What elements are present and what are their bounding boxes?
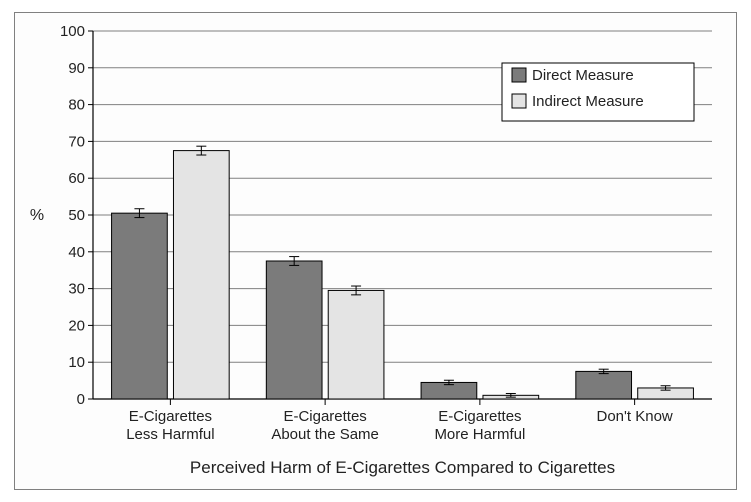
y-tick-label: 50 [68, 207, 85, 224]
bar [112, 213, 168, 399]
x-axis-label: Perceived Harm of E-Cigarettes Compared … [190, 458, 615, 477]
bar [576, 371, 632, 399]
bar [173, 151, 229, 399]
bar [266, 261, 322, 399]
y-tick-label: 90 [68, 60, 85, 77]
legend-label: Indirect Measure [532, 93, 644, 110]
y-tick-label: 100 [60, 23, 85, 40]
chart-frame: 0 10 20 30 40 50 60 70 80 90 100 E-CigarettesLess H… [14, 12, 737, 490]
y-tick-label: 60 [68, 170, 85, 187]
x-tick-label: E-CigarettesLess Harmful [126, 408, 214, 443]
chart-container: 0 10 20 30 40 50 60 70 80 90 100 E-CigarettesLess H… [0, 0, 751, 502]
y-tick-label: 20 [68, 317, 85, 334]
y-tick-label: 0 [77, 391, 85, 408]
y-tick-label: 70 [68, 133, 85, 150]
bar [328, 290, 384, 399]
y-tick-label: 10 [68, 354, 85, 371]
legend-label: Direct Measure [532, 67, 634, 84]
y-tick-label: 40 [68, 244, 85, 261]
x-tick-label: E-CigarettesMore Harmful [434, 408, 525, 443]
x-tick-label: Don't Know [597, 408, 673, 425]
y-axis-label: % [30, 207, 44, 224]
bar-chart: 0 10 20 30 40 50 60 70 80 90 100 E-CigarettesLess H… [15, 13, 736, 489]
y-tick-label: 80 [68, 97, 85, 114]
legend-swatch [512, 94, 526, 108]
y-tick-label: 30 [68, 281, 85, 298]
legend-swatch [512, 68, 526, 82]
x-tick-label: E-CigarettesAbout the Same [271, 408, 379, 443]
